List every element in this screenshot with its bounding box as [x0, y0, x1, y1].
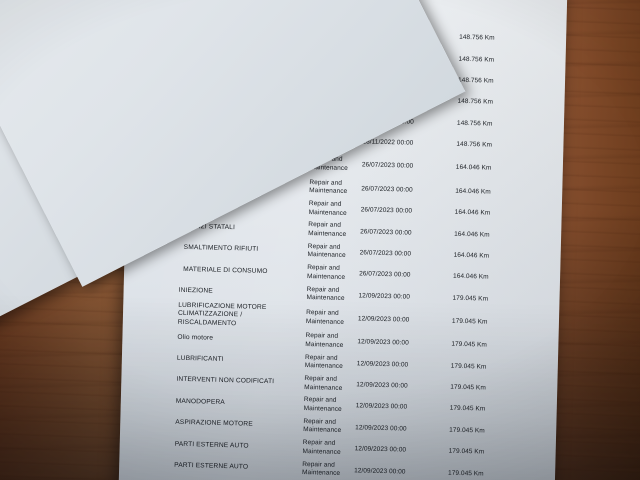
- description-line: LUBRIFICANTI: [176, 354, 224, 363]
- row-date: 26/07/2023 00:00: [359, 249, 412, 258]
- row-description: LUBRIFICAZIONE MOTORE CLIMATIZZAZIONE / RI…: [175, 302, 307, 331]
- row-odometer: 148.756 Km: [456, 140, 493, 149]
- description-line: INIEZIONE: [178, 286, 213, 295]
- row-type: Repair and Maintenance: [301, 460, 341, 478]
- row-type: Repair and Maintenance: [308, 221, 347, 239]
- row-description: MATERIALE DI CONSUMO: [176, 265, 307, 277]
- row-type: Repair and Maintenance: [306, 264, 346, 281]
- row-odometer: 164.046 Km: [454, 230, 490, 239]
- row-type: Repair and Maintenance: [306, 285, 345, 303]
- row-date: 12/09/2023 00:00: [357, 315, 410, 324]
- description-line: PARTI ESTERNE AUTO: [174, 461, 249, 471]
- row-type: Repair and Maintenance: [302, 439, 341, 456]
- description-line: SMALTIMENTO RIFIUTI: [183, 244, 259, 253]
- row-odometer: 148.756 Km: [458, 55, 495, 64]
- row-type: Repair and Maintenance: [303, 417, 342, 435]
- row-type: Repair and Maintenance: [304, 353, 343, 371]
- row-date: 12/09/2023 00:00: [358, 292, 411, 301]
- row-odometer: 179.045 Km: [450, 362, 487, 371]
- row-description: ASPIRAZIONE MOTORE: [172, 419, 303, 431]
- row-odometer: 164.046 Km: [452, 273, 489, 281]
- row-description: LUBRIFICANTI: [174, 355, 305, 367]
- row-odometer: 179.045 Km: [449, 405, 486, 414]
- row-description: Olio motore: [174, 333, 305, 345]
- row-odometer: 179.045 Km: [449, 426, 485, 435]
- description-line: PARTI ESTERNE AUTO: [174, 440, 249, 450]
- description-line: MATERIALE DI CONSUMO: [183, 265, 268, 275]
- row-type: Repair and Maintenance: [308, 200, 347, 217]
- row-date: 12/09/2023 00:00: [356, 360, 409, 369]
- row-date: 12/09/2023 00:00: [356, 381, 408, 390]
- row-date: 26/07/2023 00:00: [359, 270, 411, 279]
- row-description: INTERVENTI NON CODIFICATI: [173, 376, 304, 388]
- row-odometer: 179.045 Km: [451, 317, 488, 326]
- row-type: Repair and Maintenance: [307, 242, 346, 260]
- row-odometer: 164.046 Km: [454, 208, 491, 217]
- row-odometer: 148.756 Km: [457, 76, 494, 85]
- row-description: PARTI ESTERNE AUTO: [171, 462, 302, 474]
- row-date: 26/07/2023 00:00: [360, 227, 412, 237]
- row-date: 26/07/2023 00:00: [360, 206, 413, 215]
- row-date: 26/07/2023 00:00: [361, 161, 414, 171]
- row-odometer: 164.046 Km: [453, 251, 490, 260]
- description-line: Olio motore: [177, 333, 214, 342]
- row-type: Repair and Maintenance: [305, 308, 345, 326]
- row-type: Repair and Maintenance: [305, 332, 344, 349]
- row-date: 12/09/2023 00:00: [354, 466, 406, 476]
- row-date: 18/11/2022 00:00: [362, 138, 414, 147]
- row-odometer: 148.756 Km: [456, 119, 493, 128]
- row-description: PARTI ESTERNE AUTO: [172, 440, 303, 452]
- row-date: 12/09/2023 00:00: [354, 445, 407, 454]
- maintenance-report-document: MANODOPERA Repair and Maintenance 18/11/20…: [0, 0, 568, 480]
- description-line: ASPIRAZIONE MOTORE: [175, 418, 253, 428]
- row-date: 12/09/2023 00:00: [357, 338, 409, 347]
- description-line: MANODOPERA: [175, 397, 225, 406]
- row-date: 12/09/2023 00:00: [355, 402, 408, 412]
- row-odometer: 179.045 Km: [452, 294, 489, 303]
- description-line: INTERVENTI NON CODIFICATI: [176, 376, 275, 386]
- row-date: 26/07/2023 00:00: [361, 185, 413, 194]
- row-odometer: 179.045 Km: [448, 447, 485, 456]
- row-description: INIEZIONE: [176, 287, 307, 299]
- row-odometer: 148.756 Km: [459, 33, 495, 42]
- row-description: MANODOPERA: [173, 397, 304, 409]
- row-type: Repair and Maintenance: [309, 178, 348, 196]
- row-odometer: 179.045 Km: [448, 469, 484, 478]
- row-type: Repair and Maintenance: [304, 374, 343, 392]
- row-odometer: 164.046 Km: [455, 187, 491, 196]
- row-date: 12/09/2023 00:00: [355, 424, 407, 433]
- row-odometer: 148.756 Km: [457, 98, 494, 107]
- row-odometer: 164.046 Km: [455, 164, 492, 173]
- row-odometer: 179.045 Km: [451, 341, 487, 349]
- row-odometer: 179.045 Km: [450, 383, 486, 392]
- row-type: Repair and Maintenance: [303, 396, 342, 413]
- row-description: SMALTIMENTO RIFIUTI: [177, 244, 308, 256]
